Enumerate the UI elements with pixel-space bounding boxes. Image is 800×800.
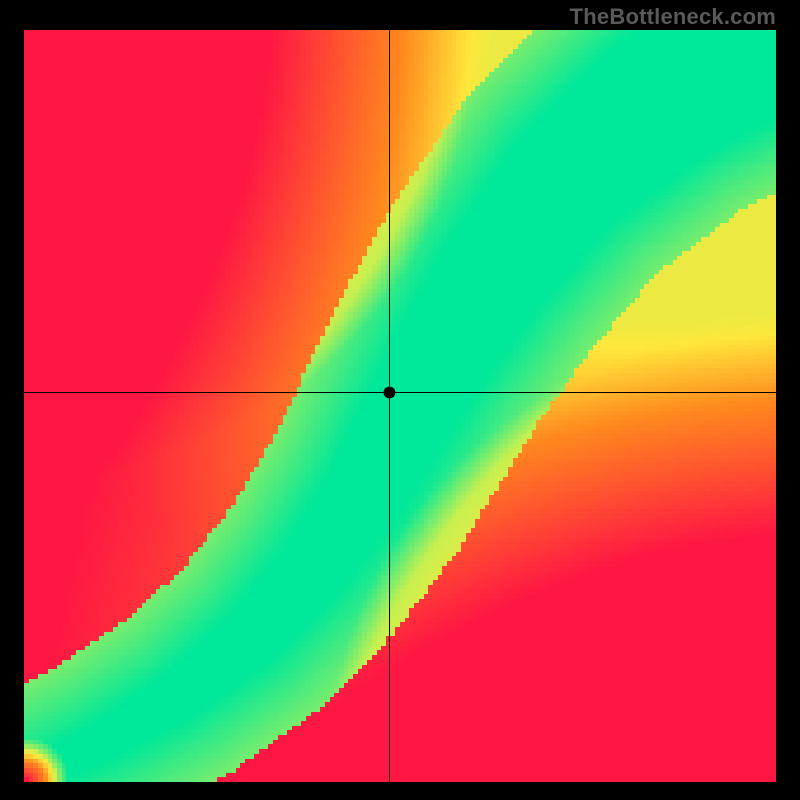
chart-container: { "watermark": { "text": "TheBottleneck.…: [0, 0, 800, 800]
bottleneck-heatmap: [24, 30, 776, 782]
watermark-text: TheBottleneck.com: [570, 4, 776, 30]
